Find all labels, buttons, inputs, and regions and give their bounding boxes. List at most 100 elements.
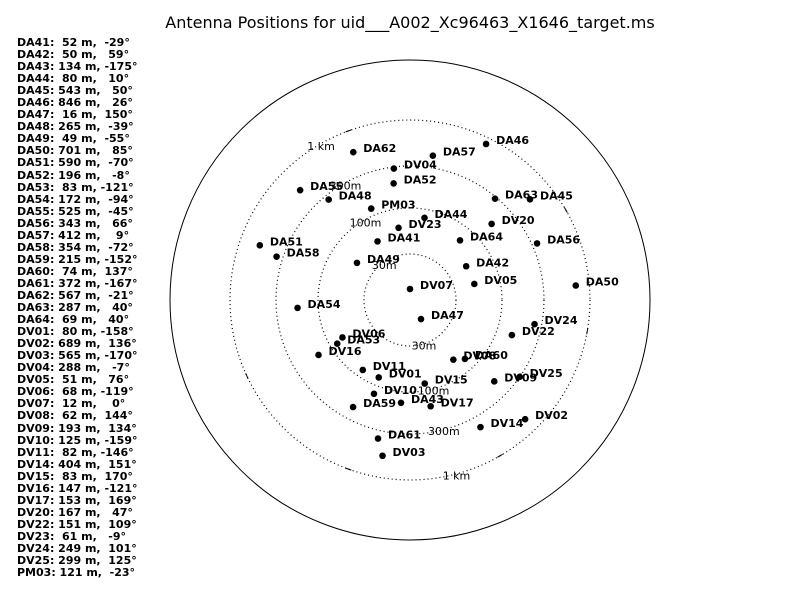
ring-label: 30m <box>372 259 397 272</box>
antenna-marker <box>379 452 386 460</box>
antenna-marker <box>471 280 478 288</box>
legend-entry: DV20: 167 m, 47° <box>17 505 133 519</box>
ring-tick <box>586 328 589 335</box>
legend-entry: DV15: 83 m, 170° <box>17 469 133 483</box>
antenna-marker <box>526 196 534 203</box>
antenna-marker <box>421 214 428 222</box>
antenna-marker <box>450 356 457 363</box>
ring-label: 1 km <box>307 140 335 153</box>
legend-entry: DV04: 288 m, -7° <box>17 361 130 375</box>
antenna-label: DA42 <box>476 256 509 269</box>
antenna-marker <box>482 140 490 148</box>
antenna-marker <box>339 334 346 341</box>
antenna-label: PM03 <box>381 199 415 212</box>
antenna-marker <box>456 237 464 244</box>
legend-entry: DA64: 69 m, 40° <box>17 313 130 327</box>
antenna-marker <box>390 165 398 172</box>
antenna-marker <box>421 380 429 387</box>
legend-entry: DV09: 193 m, 134° <box>17 421 137 435</box>
antenna-marker <box>374 435 382 442</box>
antenna-marker <box>349 148 357 156</box>
legend-entry: DA55: 525 m, -45° <box>17 204 134 218</box>
antenna-marker <box>429 152 437 160</box>
legend-entry: PM03: 121 m, -23° <box>17 566 136 580</box>
legend-entry: DA51: 590 m, -70° <box>17 156 134 170</box>
legend-entry: DA61: 372 m, -167° <box>17 276 138 290</box>
ring-tick <box>345 129 352 133</box>
antenna-label: DV11 <box>373 360 406 373</box>
antenna-marker <box>375 374 383 381</box>
legend-entry: DA57: 412 m, 9° <box>17 228 130 242</box>
legend-entry: DV02: 689 m, 136° <box>17 337 137 351</box>
antenna-marker <box>256 242 264 249</box>
antenna-marker <box>533 240 541 247</box>
antenna-label: DV05 <box>484 274 517 287</box>
antenna-label: DV14 <box>490 417 523 430</box>
antenna-label: DA56 <box>547 233 580 246</box>
antenna-label: DV09 <box>504 371 537 384</box>
legend-entry: DV25: 299 m, 125° <box>17 554 137 568</box>
distance-ring-labels: 30m 30m 100m 100m 300m 300m 1 km 1 km <box>307 140 470 482</box>
antenna-label: DA44 <box>434 208 467 221</box>
legend-entry: DA62: 567 m, -21° <box>17 288 134 302</box>
antenna-label: DA49 <box>367 253 400 266</box>
antenna-marker <box>461 355 469 363</box>
antenna-marker <box>427 402 434 410</box>
legend-entry: DA58: 354 m, -72° <box>17 240 134 254</box>
antenna-label: DA64 <box>470 230 503 243</box>
legend-entry: DA50: 701 m, 85° <box>17 144 133 158</box>
distance-ring <box>275 165 545 435</box>
ring-label: 300m <box>330 180 362 193</box>
antenna-marker <box>462 262 470 270</box>
antenna-marker <box>508 331 516 339</box>
antenna-label: DA57 <box>443 146 476 159</box>
antenna-marker <box>315 351 322 359</box>
plot-boundary-circle <box>169 59 651 541</box>
antenna-label: DV07 <box>420 279 453 292</box>
antenna-label: DA55 <box>310 180 343 193</box>
legend-entry: DA63: 287 m, 40° <box>17 301 133 315</box>
antenna-marker <box>490 378 498 385</box>
antenna-marker <box>374 238 381 245</box>
antenna-marker <box>417 315 425 323</box>
distance-ring <box>363 253 457 347</box>
antenna-label: DV24 <box>545 314 578 327</box>
legend-entry: DA48: 265 m, -39° <box>17 120 134 134</box>
legend-entry: DA49: 49 m, -55° <box>17 132 130 146</box>
legend-entry: DA54: 172 m, -94° <box>17 192 134 206</box>
antenna-label: DA50 <box>586 275 619 288</box>
ring-label: 1 km <box>443 469 471 482</box>
antenna-marker <box>296 186 304 194</box>
legend-entry: DA41: 52 m, -29° <box>17 36 130 49</box>
legend-entry: DV11: 82 m, -146° <box>17 445 134 459</box>
antenna-label: DV17 <box>441 396 474 409</box>
antenna-marker <box>325 196 332 203</box>
legend-entry: DA53: 83 m, -121° <box>17 180 134 194</box>
antenna-markers <box>256 140 580 460</box>
distance-ring <box>317 207 503 393</box>
distance-rings <box>169 59 651 541</box>
antenna-label: DA45 <box>540 189 573 202</box>
antenna-marker <box>488 220 495 228</box>
antenna-marker <box>572 282 580 289</box>
ring-label: 100m <box>350 217 382 230</box>
antenna-label: DV01 <box>389 367 422 380</box>
legend-entry: DV05: 51 m, 76° <box>17 373 130 387</box>
antenna-marker <box>359 366 367 374</box>
legend-entry: DV03: 565 m, -170° <box>17 349 138 363</box>
antenna-label: DA51 <box>270 235 303 248</box>
legend-entry: DA56: 343 m, 66° <box>17 216 133 230</box>
legend-entry: DA47: 16 m, 150° <box>17 108 133 122</box>
antenna-legend: DA41: 52 m, -29° DA42: 50 m, 59° DA43: 134… <box>17 36 138 580</box>
antenna-label: DV23 <box>409 218 442 231</box>
antenna-label: DA59 <box>363 397 396 410</box>
legend-entry: DV08: 62 m, 144° <box>17 409 133 423</box>
ring-label: 300m <box>428 425 460 438</box>
antenna-label: DA41 <box>388 231 421 244</box>
legend-entry: DV23: 61 m, -9° <box>17 529 126 543</box>
distance-ring <box>229 119 591 481</box>
antenna-marker <box>353 259 361 267</box>
legend-entry: DV17: 153 m, 169° <box>17 493 137 507</box>
legend-entry: DA60: 74 m, 137° <box>17 264 133 278</box>
